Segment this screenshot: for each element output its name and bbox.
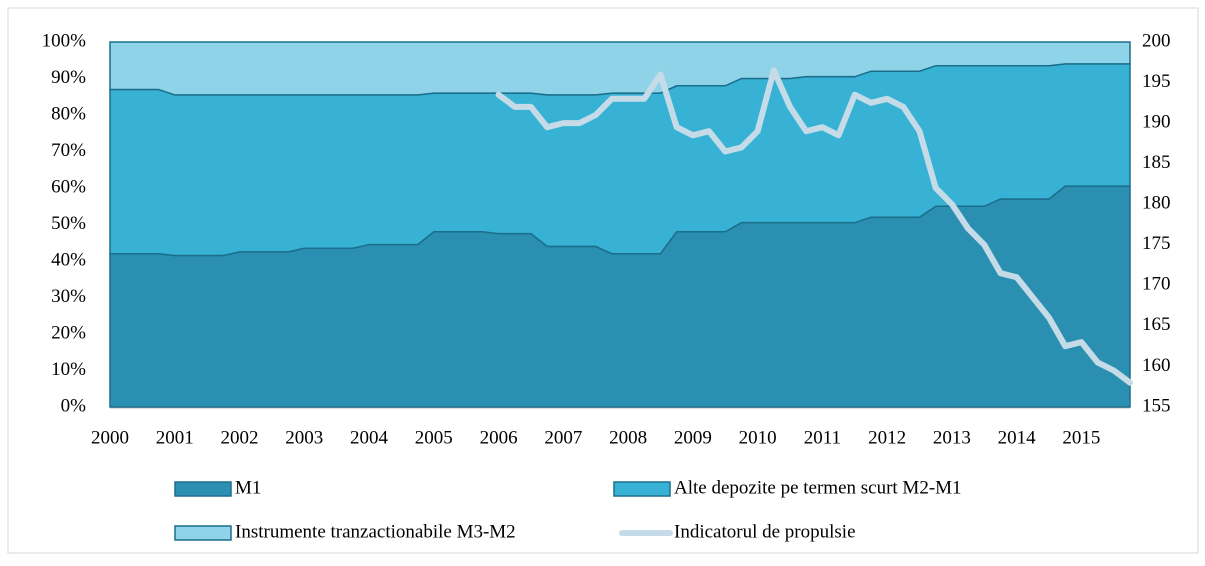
- x-tick-label: 2007: [544, 427, 582, 448]
- area: [109, 41, 1131, 96]
- y-tick-label: 100%: [42, 30, 87, 51]
- x-tick-label: 2006: [480, 427, 518, 448]
- y2-tick-label: 160: [1142, 355, 1171, 376]
- x-tick-label: 2015: [1062, 427, 1100, 448]
- x-tick-label: 2009: [674, 427, 712, 448]
- y-tick-label: 50%: [51, 213, 86, 234]
- legend-swatch: [174, 481, 232, 497]
- y2-tick-label: 185: [1142, 152, 1171, 173]
- legend-swatch: [174, 525, 232, 541]
- y-tick-label: 60%: [51, 176, 86, 197]
- legend-label: Indicatorul de propulsie: [674, 521, 856, 542]
- x-tick-label: 2013: [933, 427, 971, 448]
- y2-tick-label: 155: [1142, 395, 1171, 416]
- y2-tick-label: 200: [1142, 30, 1171, 51]
- legend-swatch: [613, 481, 671, 497]
- y2-tick-label: 170: [1142, 274, 1171, 295]
- y2-tick-label: 190: [1142, 111, 1171, 132]
- y-tick-label: 90%: [51, 67, 86, 88]
- y2-tick-label: 180: [1142, 193, 1171, 214]
- x-tick-label: 2000: [91, 427, 129, 448]
- x-tick-label: 2014: [998, 427, 1037, 448]
- y-tick-label: 70%: [51, 140, 86, 161]
- x-tick-label: 2011: [804, 427, 841, 448]
- x-tick-label: 2004: [350, 427, 389, 448]
- x-tick-label: 2002: [221, 427, 259, 448]
- y2-tick-label: 165: [1142, 314, 1171, 335]
- y2-tick-label: 175: [1142, 233, 1171, 254]
- y-tick-label: 20%: [51, 322, 86, 343]
- legend-label: Instrumente tranzactionabile M3-M2: [235, 521, 516, 542]
- x-tick-label: 2003: [285, 427, 323, 448]
- x-tick-label: 2012: [868, 427, 906, 448]
- line: [495, 67, 1133, 386]
- y-tick-label: 40%: [51, 249, 86, 270]
- y2-tick-label: 195: [1142, 71, 1171, 92]
- x-tick-label: 2008: [609, 427, 647, 448]
- y-tick-label: 80%: [51, 103, 86, 124]
- y-tick-label: 10%: [51, 359, 86, 380]
- y-tick-label: 0%: [61, 395, 87, 416]
- y-tick-label: 30%: [51, 286, 86, 307]
- legend-label: M1: [235, 477, 261, 498]
- x-tick-label: 2005: [415, 427, 453, 448]
- x-tick-label: 2001: [156, 427, 194, 448]
- x-tick-label: 2010: [739, 427, 777, 448]
- legend-label: Alte depozite pe termen scurt M2-M1: [674, 477, 962, 498]
